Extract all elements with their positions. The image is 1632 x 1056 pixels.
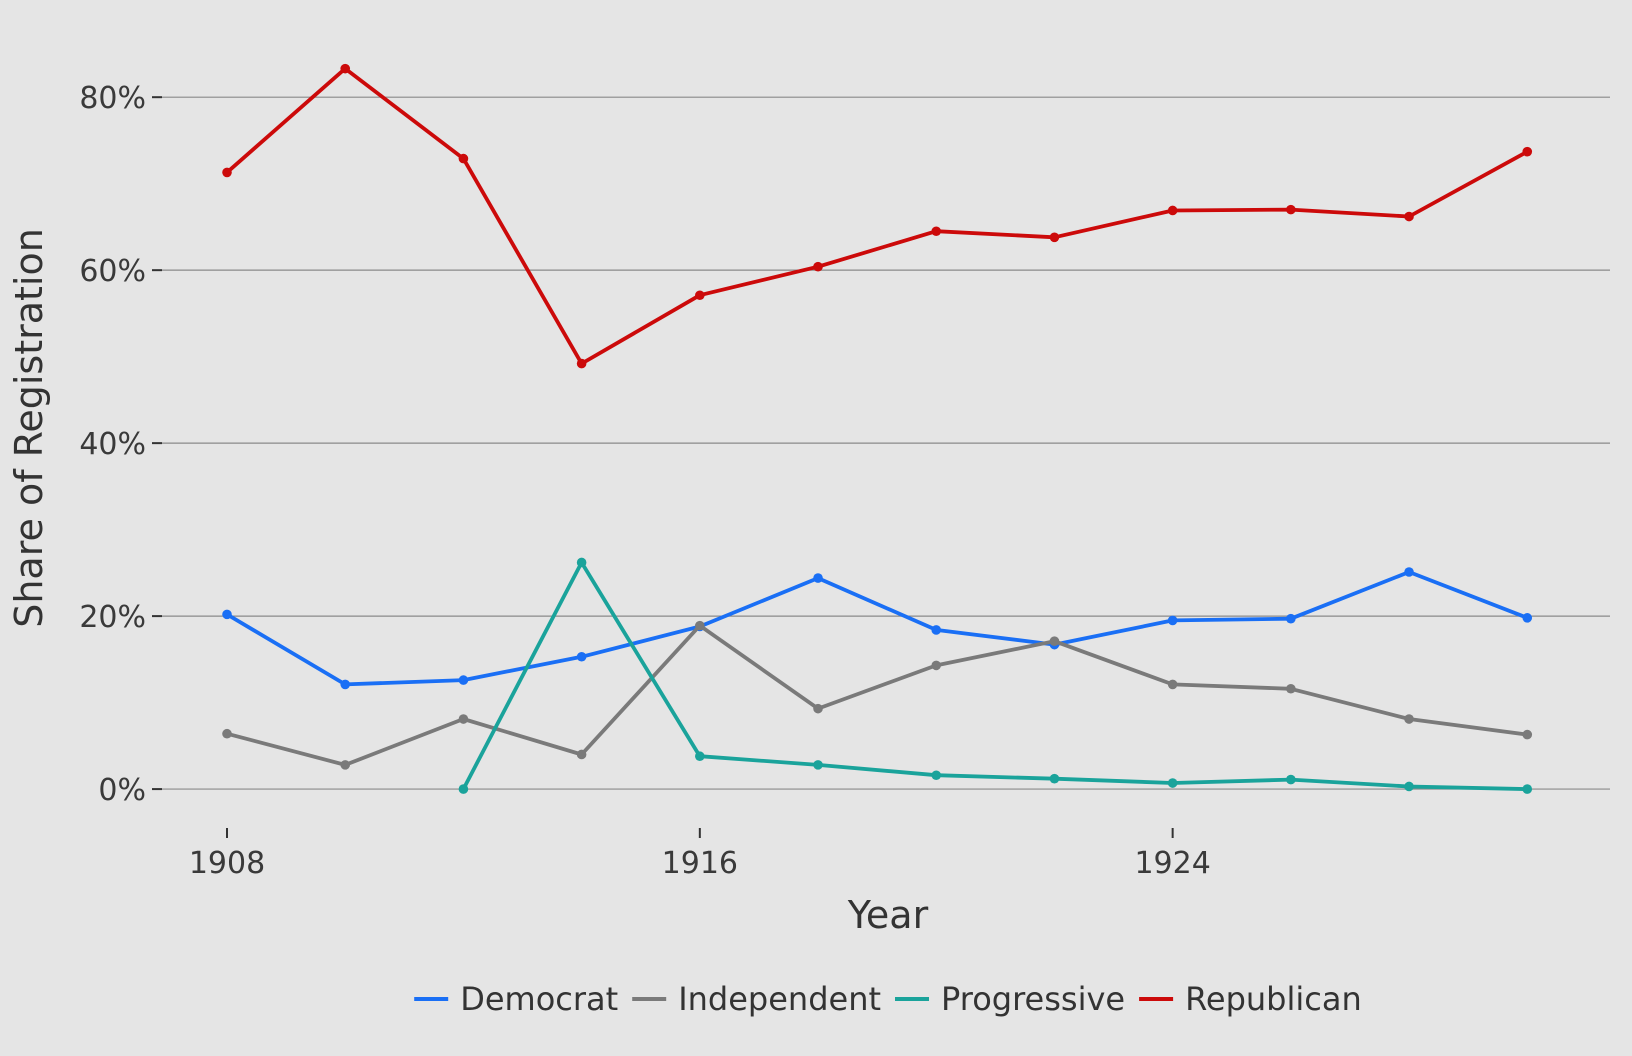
data-point-democrat bbox=[458, 675, 469, 685]
data-point-progressive bbox=[576, 557, 587, 568]
data-point-progressive bbox=[1404, 781, 1414, 792]
data-point-republican bbox=[458, 153, 469, 164]
series-republican bbox=[222, 63, 1533, 369]
data-point-republican bbox=[1049, 232, 1060, 243]
legend-label: Republican bbox=[1185, 980, 1362, 1018]
data-point-republican bbox=[1167, 205, 1178, 216]
data-point-republican bbox=[340, 63, 351, 74]
legend-item-progressive: Progressive bbox=[895, 980, 1125, 1018]
data-point-independent bbox=[1049, 636, 1060, 646]
series-layer bbox=[222, 63, 1533, 794]
data-point-progressive bbox=[1522, 784, 1533, 794]
data-point-independent bbox=[222, 728, 232, 739]
y-tick-label: 20% bbox=[79, 600, 146, 635]
data-point-republican bbox=[931, 226, 942, 237]
data-point-republican bbox=[1286, 204, 1296, 215]
data-point-progressive bbox=[1167, 778, 1178, 788]
series-democrat bbox=[222, 567, 1533, 690]
data-point-democrat bbox=[931, 625, 942, 635]
legend-label: Progressive bbox=[941, 980, 1125, 1018]
legend-label: Democrat bbox=[460, 980, 618, 1018]
x-axis-title: Year bbox=[847, 893, 929, 937]
data-point-democrat bbox=[340, 679, 351, 690]
data-point-progressive bbox=[458, 784, 469, 794]
legend-label: Independent bbox=[678, 980, 881, 1018]
data-point-republican bbox=[576, 358, 587, 369]
y-tick-label: 60% bbox=[79, 254, 146, 289]
y-axis-title: Share of Registration bbox=[7, 228, 51, 628]
data-point-independent bbox=[576, 749, 587, 760]
data-point-independent bbox=[813, 703, 823, 714]
y-tick-label: 80% bbox=[79, 81, 146, 116]
data-point-republican bbox=[222, 167, 232, 178]
data-point-independent bbox=[340, 760, 351, 770]
series-line-progressive bbox=[461, 560, 1530, 791]
x-tick-label: 1924 bbox=[1134, 846, 1210, 881]
x-tick-label: 1916 bbox=[662, 846, 738, 881]
data-point-progressive bbox=[813, 760, 823, 770]
data-point-progressive bbox=[1286, 774, 1296, 785]
data-point-democrat bbox=[222, 609, 232, 620]
legend-item-republican: Republican bbox=[1139, 980, 1362, 1018]
series-line-republican bbox=[225, 66, 1530, 366]
series-line-independent bbox=[225, 623, 1530, 767]
x-tick-label: 1908 bbox=[189, 846, 265, 881]
data-point-democrat bbox=[1167, 615, 1178, 626]
data-point-independent bbox=[695, 620, 705, 631]
data-point-independent bbox=[1286, 683, 1296, 694]
y-axis: 0% 20% 40% 60% 80% bbox=[79, 81, 162, 808]
data-point-democrat bbox=[1286, 613, 1296, 624]
series-progressive bbox=[458, 557, 1533, 794]
series-line-democrat bbox=[225, 570, 1530, 687]
data-point-democrat bbox=[576, 651, 587, 662]
gridlines bbox=[162, 96, 1610, 790]
data-point-progressive bbox=[931, 770, 942, 781]
data-point-republican bbox=[1404, 211, 1414, 222]
data-point-progressive bbox=[695, 751, 705, 762]
data-point-republican bbox=[813, 261, 823, 272]
data-point-independent bbox=[458, 714, 469, 724]
data-point-republican bbox=[1522, 146, 1533, 157]
y-tick-label: 0% bbox=[98, 773, 146, 808]
legend-item-independent: Independent bbox=[632, 980, 881, 1018]
data-point-independent bbox=[1522, 729, 1533, 740]
data-point-democrat bbox=[1522, 613, 1533, 623]
data-point-democrat bbox=[813, 573, 823, 583]
legend: Democrat Independent Progressive Republican bbox=[414, 980, 1362, 1018]
legend-item-democrat: Democrat bbox=[414, 980, 618, 1018]
series-independent bbox=[222, 620, 1533, 770]
data-point-progressive bbox=[1049, 773, 1060, 784]
y-tick-label: 40% bbox=[79, 427, 146, 462]
data-point-independent bbox=[1404, 714, 1414, 724]
data-point-independent bbox=[931, 660, 942, 671]
data-point-republican bbox=[695, 290, 705, 301]
data-point-democrat bbox=[1404, 567, 1414, 577]
data-point-independent bbox=[1167, 679, 1178, 690]
x-axis: 1908 1916 1924 bbox=[189, 828, 1211, 881]
